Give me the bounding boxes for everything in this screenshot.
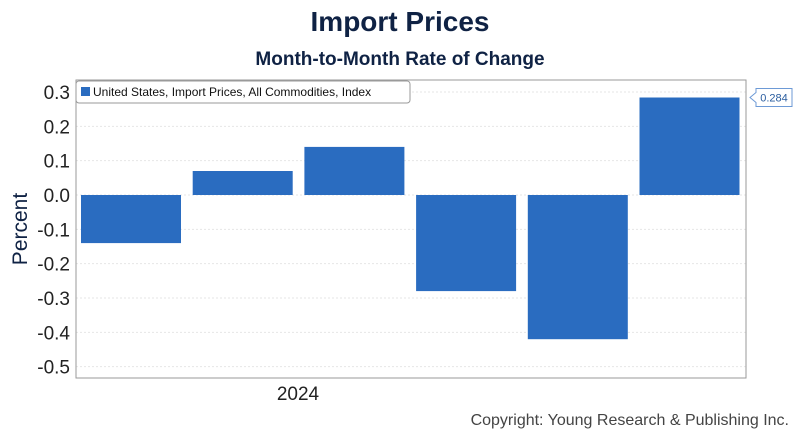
y-tick-label: -0.3 [37,289,70,310]
bar [81,195,181,244]
bar [527,195,628,340]
plot-area-frame [75,79,747,379]
y-tick-label: -0.2 [37,255,70,276]
chart-title: Import Prices [310,6,490,37]
bar [639,97,740,195]
bar [416,195,517,292]
legend-box [75,80,411,104]
copyright-notice: Copyright: Young Research & Publishing I… [470,412,789,429]
data-labels: 0.284 [749,88,793,108]
data-label-callout [749,88,793,108]
y-tick-label: 0.0 [44,186,70,207]
legend-label: United States, Import Prices, All Commod… [93,85,371,99]
y-tick-label: 0.1 [44,152,70,173]
y-tick-label: -0.5 [37,358,70,379]
legend: United States, Import Prices, All Commod… [75,80,411,104]
bar [192,171,293,195]
y-tick-label: -0.4 [37,323,70,344]
y-axis-label: Percent [9,193,32,266]
legend-swatch [81,87,90,96]
y-axis-ticks: 0.3 0.2 0.1 0.0 -0.1 -0.2 -0.3 -0.4 -0.5 [37,83,70,379]
bar-series [81,97,740,340]
bar [304,146,405,195]
chart-subtitle: Month-to-Month Rate of Change [255,49,545,70]
x-axis-category-label: 2024 [277,384,320,405]
y-tick-label: -0.1 [37,220,70,241]
y-tick-label: 0.2 [44,117,70,138]
y-tick-label: 0.3 [44,83,70,104]
data-label: 0.284 [760,93,788,105]
